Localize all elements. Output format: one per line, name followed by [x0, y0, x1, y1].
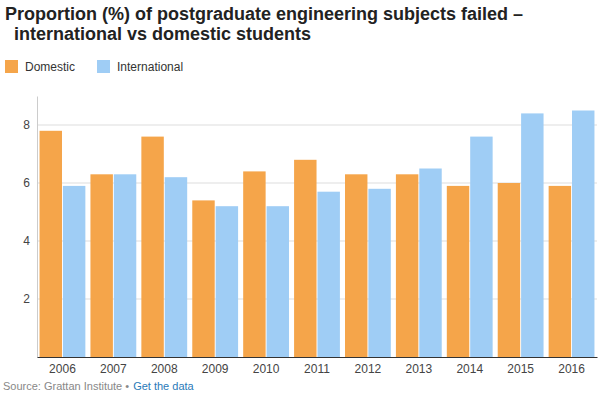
bar — [549, 186, 571, 357]
x-tick-label: 2007 — [100, 362, 127, 376]
bar — [216, 206, 238, 357]
y-tick: 6 — [23, 176, 37, 190]
source-link[interactable]: Get the data — [133, 380, 194, 392]
footer: Source: Grattan Institute • Get the data — [3, 380, 195, 392]
x-tick-label: 2011 — [304, 362, 330, 376]
x-tick-label: 2006 — [49, 362, 76, 376]
y-tick-label: 6 — [23, 176, 30, 190]
bar — [63, 186, 85, 357]
y-tick: 8 — [23, 118, 37, 132]
x-tick: 2006 — [49, 357, 76, 376]
bar — [419, 169, 441, 358]
x-tick-label: 2016 — [558, 362, 585, 376]
legend-item: Domestic — [5, 60, 75, 74]
bar — [267, 206, 289, 357]
y-tick-label: 8 — [23, 118, 30, 132]
bar — [521, 113, 543, 357]
legend-item: International — [97, 60, 183, 74]
legend-swatch — [97, 60, 110, 73]
legend-label: Domestic — [25, 60, 75, 74]
x-tick-label: 2012 — [355, 362, 382, 376]
x-tick: 2014 — [456, 357, 483, 376]
x-tick: 2011 — [304, 357, 330, 376]
x-tick: 2012 — [355, 357, 382, 376]
x-tick: 2009 — [202, 357, 229, 376]
x-tick-label: 2014 — [456, 362, 483, 376]
bar — [345, 174, 367, 357]
y-tick: 2 — [23, 292, 37, 306]
x-tick: 2013 — [405, 357, 432, 376]
y-axis-line — [37, 97, 38, 358]
bar — [498, 183, 520, 357]
bar — [141, 137, 163, 357]
x-tick-label: 2010 — [253, 362, 280, 376]
y-tick-label: 2 — [23, 292, 30, 306]
x-axis-line — [38, 357, 598, 358]
legend: Domestic International — [5, 60, 183, 74]
bar — [294, 160, 316, 357]
x-tick-label: 2008 — [151, 362, 178, 376]
y-tick-label: 4 — [23, 234, 30, 248]
legend-swatch — [5, 60, 18, 73]
bar — [192, 200, 214, 357]
bars — [40, 111, 595, 358]
x-tick-label: 2009 — [202, 362, 229, 376]
x-tick: 2015 — [507, 357, 534, 376]
plot: 2 4 6 8 2006 2007 2008 2009 2010 2011 2012 2013 2014… — [23, 97, 597, 376]
bar — [40, 131, 62, 357]
bar — [572, 111, 594, 358]
y-axis: 2 4 6 8 — [23, 97, 37, 358]
bar — [396, 174, 418, 357]
x-tick-label: 2015 — [507, 362, 534, 376]
x-tick: 2016 — [558, 357, 585, 376]
bar — [114, 174, 136, 357]
source: Source: Grattan Institute • — [3, 380, 129, 392]
title: Proportion (%) of postgraduate engineeri… — [5, 4, 523, 44]
bar — [470, 137, 492, 357]
bar — [90, 174, 112, 357]
bar — [317, 192, 339, 357]
bar — [165, 177, 187, 357]
x-tick: 2008 — [151, 357, 178, 376]
x-tick: 2010 — [253, 357, 280, 376]
x-axis: 2006 2007 2008 2009 2010 2011 2012 2013 2014 2015… — [38, 357, 598, 376]
x-tick: 2007 — [100, 357, 127, 376]
bar — [368, 189, 390, 357]
chart: Proportion (%) of postgraduate engineeri… — [0, 0, 612, 397]
legend-label: International — [117, 60, 183, 74]
y-tick: 4 — [23, 234, 37, 248]
x-tick-label: 2013 — [405, 362, 432, 376]
bar — [447, 186, 469, 357]
bar — [243, 171, 265, 357]
grid-line — [37, 125, 597, 126]
